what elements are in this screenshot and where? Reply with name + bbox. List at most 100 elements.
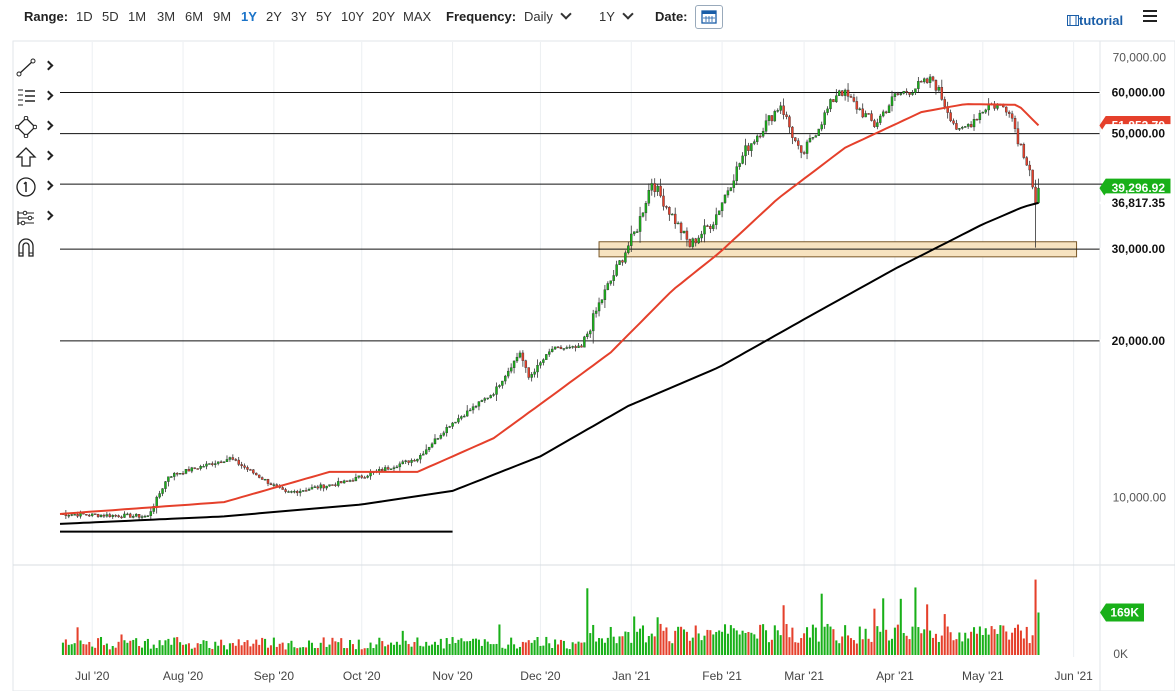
volume-bar xyxy=(85,644,88,655)
candle-body xyxy=(272,484,276,486)
volume-bar xyxy=(738,634,741,655)
candle-body xyxy=(439,435,443,439)
period-select[interactable]: 1Y xyxy=(599,8,634,24)
candle-body xyxy=(996,104,999,109)
volume-bar xyxy=(176,637,179,655)
range-1m-button[interactable]: 1M xyxy=(128,9,147,24)
x-tick-label: Mar '21 xyxy=(784,669,824,683)
volume-bar xyxy=(123,640,126,655)
candle-body xyxy=(627,245,630,253)
volume-bar xyxy=(715,631,718,655)
volume-bar xyxy=(882,598,885,655)
volume-bar xyxy=(129,640,132,655)
price-label-tag xyxy=(1099,115,1171,135)
y-tick-label: 70,000.00 xyxy=(1113,51,1167,65)
magnet-tool-button[interactable] xyxy=(15,236,55,258)
candle-body xyxy=(876,122,879,127)
candle-body xyxy=(430,443,434,448)
volume-bar xyxy=(996,633,999,655)
volume-bar xyxy=(492,644,495,655)
volume-bar xyxy=(644,642,647,655)
range-5d-button[interactable]: 5D xyxy=(102,9,119,24)
candle-body xyxy=(325,485,328,489)
candle-body xyxy=(451,422,454,427)
candle-body xyxy=(108,514,112,517)
candle-body xyxy=(521,352,525,361)
candle-body xyxy=(999,104,1002,106)
volume-bar xyxy=(513,644,516,655)
range-9m-button[interactable]: 9M xyxy=(213,9,232,24)
range-toolbar: Range: 1D 5D 1M 3M 6M 9M 1Y 2Y 3Y 5Y 10Y… xyxy=(0,0,1175,36)
volume-bar xyxy=(568,649,571,655)
volume-bar xyxy=(79,640,82,655)
candle-body xyxy=(357,475,361,478)
volume-bar xyxy=(346,648,349,655)
volume-bar xyxy=(551,648,554,655)
volume-bar xyxy=(829,626,832,655)
range-6m-button[interactable]: 6M xyxy=(185,9,204,24)
range-3m-button[interactable]: 3M xyxy=(157,9,176,24)
candle-body xyxy=(117,515,120,518)
volume-bar xyxy=(67,644,70,655)
line-tool-button[interactable] xyxy=(15,56,55,78)
range-1d-button[interactable]: 1D xyxy=(76,9,93,24)
volume-bar xyxy=(530,642,533,655)
volume-bar xyxy=(179,642,182,655)
volume-bar xyxy=(694,625,697,655)
volume-bar xyxy=(873,608,876,655)
volume-bar xyxy=(431,644,434,655)
range-10y-button[interactable]: 10Y xyxy=(341,9,365,24)
fib-tool-button[interactable] xyxy=(15,86,55,108)
ruler-tool-button[interactable] xyxy=(15,206,55,228)
shape-tool-button[interactable] xyxy=(14,115,55,139)
volume-bar xyxy=(756,638,759,655)
candle-body xyxy=(788,116,791,128)
volume-bar xyxy=(533,640,536,655)
range-20y-button[interactable]: 20Y xyxy=(372,9,396,24)
candle-body xyxy=(931,76,935,81)
candle-body xyxy=(553,346,557,350)
price-label-text: 60,000.00 xyxy=(1112,85,1166,99)
frequency-label: Frequency: xyxy=(446,9,517,24)
range-max-button[interactable]: MAX xyxy=(403,9,432,24)
moving-averages xyxy=(59,103,1040,525)
frequency-select[interactable]: Daily xyxy=(524,8,572,24)
volume-bar xyxy=(917,627,920,655)
hamburger-menu-icon[interactable] xyxy=(1143,10,1157,25)
candle-body xyxy=(937,87,941,91)
candle-body xyxy=(975,119,979,121)
volume-bar xyxy=(454,642,457,655)
candle-body xyxy=(650,183,653,191)
volume-bar xyxy=(814,627,817,655)
candle-body xyxy=(662,195,665,207)
candle-body xyxy=(410,459,413,463)
candle-body xyxy=(266,479,270,484)
candle-body xyxy=(641,212,645,217)
arrow-tool-button[interactable] xyxy=(15,146,55,168)
candle-body xyxy=(653,183,656,192)
volume-bar xyxy=(307,640,311,655)
candle-body xyxy=(811,137,815,139)
tutorial-link[interactable]: tutorial xyxy=(1067,13,1123,28)
candle-body xyxy=(290,491,293,493)
candle-body xyxy=(1019,143,1023,146)
volume-bar xyxy=(433,641,437,655)
range-2y-button[interactable]: 2Y xyxy=(266,9,282,24)
candle-body xyxy=(102,514,106,517)
volume-bar xyxy=(416,637,419,655)
date-picker-button[interactable] xyxy=(695,5,723,29)
candle-body xyxy=(257,474,261,478)
range-3y-button[interactable]: 3Y xyxy=(291,9,307,24)
range-5y-button[interactable]: 5Y xyxy=(316,9,332,24)
volume-bar xyxy=(794,642,797,655)
volume-bar xyxy=(703,635,706,655)
candle-body xyxy=(237,459,240,465)
candle-body xyxy=(310,487,314,490)
x-tick-label: Aug '20 xyxy=(163,669,204,683)
candle-body xyxy=(132,516,135,518)
volume-bar xyxy=(653,636,656,655)
volume-bar xyxy=(1025,626,1028,655)
numbered-marker-button[interactable] xyxy=(15,176,55,198)
range-1y-button[interactable]: 1Y xyxy=(241,9,257,24)
volume-bar xyxy=(369,642,372,655)
